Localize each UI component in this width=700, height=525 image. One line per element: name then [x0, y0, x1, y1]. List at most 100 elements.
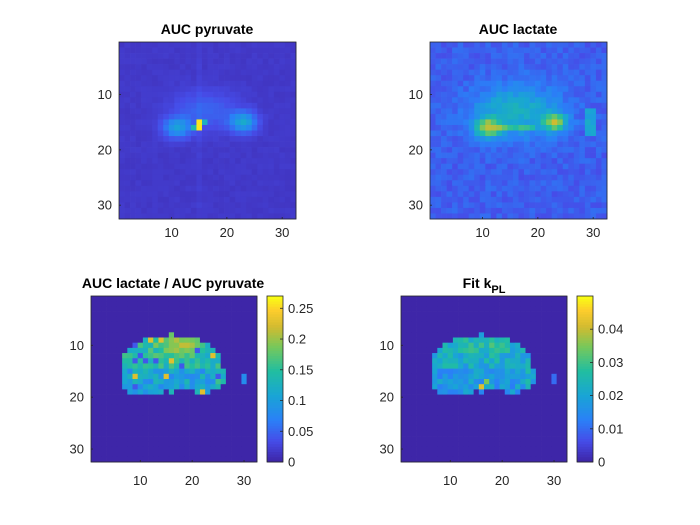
heatmap-cell: [535, 108, 541, 115]
heatmap-cell: [246, 213, 253, 220]
heatmap-cell: [163, 91, 170, 98]
heatmap-cell: [463, 91, 470, 98]
heatmap-cell: [218, 147, 225, 153]
heatmap-cell: [457, 163, 464, 170]
heatmap-cell: [601, 130, 608, 137]
heatmap-cell: [135, 97, 142, 104]
heatmap-cell: [512, 69, 519, 76]
colorbar-segment: [267, 340, 283, 344]
heatmap-cell: [416, 327, 423, 333]
heatmap-cell: [540, 185, 547, 192]
heatmap-cell: [157, 91, 164, 98]
heatmap-cell: [551, 202, 558, 209]
heatmap-cell: [163, 363, 170, 369]
heatmap-cell: [284, 152, 291, 159]
heatmap-cell: [116, 316, 123, 323]
heatmap-cell: [168, 358, 175, 364]
heatmap-cell: [174, 169, 181, 176]
heatmap-cell: [241, 410, 247, 416]
heatmap-cell: [479, 163, 486, 170]
colorbar-segment: [267, 425, 283, 429]
heatmap-cell: [132, 456, 139, 463]
heatmap-cell: [442, 347, 449, 354]
heatmap-cell: [411, 415, 417, 421]
heatmap-cell: [496, 53, 503, 59]
heatmap-cell: [458, 332, 464, 338]
heatmap-cell: [584, 152, 591, 159]
heatmap-cell: [479, 119, 486, 126]
heatmap-cell: [489, 368, 495, 375]
heatmap-cell: [551, 53, 558, 59]
heatmap-cell: [524, 191, 530, 198]
heatmap-cell: [185, 75, 192, 82]
heatmap-cell: [535, 342, 542, 349]
heatmap-cell: [229, 124, 236, 131]
heatmap-cell: [127, 368, 133, 375]
heatmap-cell: [225, 368, 232, 375]
heatmap-cell: [284, 207, 291, 214]
heatmap-cell: [452, 191, 459, 198]
heatmap-cell: [535, 368, 542, 375]
heatmap-cell: [179, 69, 186, 76]
heatmap-cell: [163, 379, 170, 385]
heatmap-cell: [452, 80, 459, 87]
heatmap-cell: [106, 321, 113, 328]
heatmap-cell: [406, 436, 412, 442]
heatmap-cell: [262, 130, 269, 137]
heatmap-cell: [163, 113, 170, 120]
heatmap-cell: [158, 347, 164, 354]
heatmap-cell: [573, 42, 580, 48]
heatmap-cell: [463, 373, 469, 380]
heatmap-cell: [106, 436, 113, 442]
heatmap-cell: [135, 119, 142, 126]
heatmap-cell: [518, 185, 525, 192]
heatmap-cell: [101, 394, 107, 401]
heatmap-cell: [457, 102, 464, 109]
heatmap-cell: [96, 451, 102, 458]
axes-box: [400, 295, 568, 463]
heatmap-cell: [241, 353, 247, 359]
heatmap-cell: [246, 47, 253, 54]
heatmap-cell: [179, 301, 185, 307]
heatmap-cell: [432, 425, 438, 432]
heatmap-cell: [168, 147, 175, 153]
heatmap-cell: [406, 342, 412, 349]
heatmap-cell: [199, 368, 206, 375]
heatmap-cell: [489, 425, 495, 432]
heatmap-cell: [284, 213, 291, 220]
heatmap-cell: [174, 58, 181, 65]
heatmap-cell: [525, 415, 532, 421]
heatmap-cell: [468, 113, 475, 120]
heatmap-cell: [101, 410, 107, 416]
heatmap-cell: [442, 420, 449, 427]
heatmap-cell: [246, 410, 253, 416]
heatmap-cell: [189, 368, 196, 375]
heatmap-cell: [196, 108, 203, 115]
heatmap-cell: [512, 124, 519, 131]
heatmap-cell: [157, 42, 164, 48]
heatmap-cell: [490, 80, 497, 87]
heatmap-cell: [137, 415, 144, 421]
heatmap-cell: [116, 332, 123, 338]
heatmap-cell: [146, 196, 153, 203]
colorbar-segment: [267, 412, 283, 416]
heatmap-cell: [157, 119, 164, 126]
heatmap-cell: [251, 306, 258, 312]
heatmap-cell: [457, 80, 464, 87]
heatmap-cell: [185, 185, 192, 192]
heatmap-cell: [525, 296, 532, 302]
heatmap-cell: [468, 42, 475, 48]
colorbar-segment: [577, 298, 593, 302]
heatmap-cell: [236, 327, 242, 333]
heatmap-cell: [416, 446, 423, 452]
heatmap-cell: [141, 163, 148, 170]
heatmap-cell: [546, 130, 553, 137]
heatmap-cell: [561, 347, 568, 354]
heatmap-cell: [148, 389, 154, 395]
heatmap-cell: [518, 47, 525, 54]
heatmap-cell: [452, 102, 459, 109]
heatmap-cell: [201, 158, 208, 165]
heatmap-cell: [199, 358, 206, 364]
heatmap-cell: [468, 430, 474, 437]
heatmap-cell: [512, 42, 519, 48]
